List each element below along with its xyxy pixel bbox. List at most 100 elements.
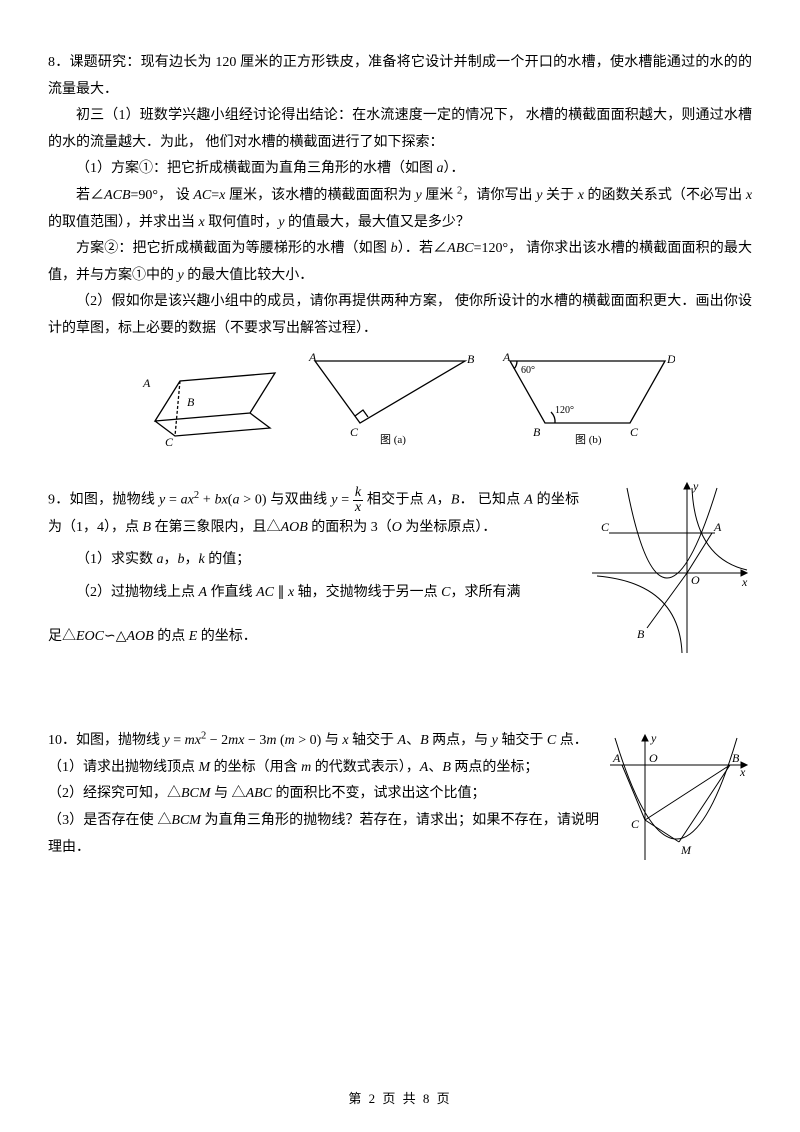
p9q1b: 的值； (205, 552, 251, 567)
p8-l4b: =90°， 设 (131, 188, 194, 203)
eq1sup: 2 (194, 490, 199, 501)
cap-b: 图 (b) (575, 433, 602, 446)
e10s: 2 (201, 730, 206, 741)
p10-figure: A O B C M x y (607, 730, 752, 876)
v10A: A (398, 733, 407, 748)
eq2l: y (331, 492, 337, 507)
eq1d: bx (215, 492, 228, 507)
e10b: = (173, 733, 181, 748)
e10m1: − 2 (210, 733, 228, 748)
e10a: y (164, 733, 170, 748)
lbl-A3: A (502, 351, 511, 364)
lbl-C3: C (630, 425, 639, 439)
fig-trapezoid-b: A D B C 60° 120° 图 (b) (495, 351, 675, 446)
aob: AOB (281, 520, 308, 535)
figC: C (601, 520, 610, 534)
lbl-B: B (187, 395, 195, 409)
eq: = (211, 188, 219, 203)
fn: k (353, 486, 363, 501)
eq1f: a (232, 492, 239, 507)
frac: kx (353, 486, 363, 515)
p9q3a: 足△ (48, 629, 76, 644)
p8-l5b: ）．若∠ (398, 241, 448, 256)
p8-line4: 若∠ACB=90°， 设 AC=x 厘米，该水槽的横截面面积为 y 厘米 2，请… (48, 183, 752, 236)
page-footer: 第 2 页 共 8 页 (0, 1087, 800, 1112)
f10B: B (732, 751, 740, 765)
p8-line2: 初三（1）班数学兴趣小组经讨论得出结论：在水流速度一定的情况下， 水槽的横截面面… (48, 103, 752, 156)
p9q2d: ，求所有满 (451, 585, 521, 600)
p9l1b: 与双曲线 (267, 492, 332, 507)
p8-l5a: 方案②：把它折成横截面为等腰梯形的水槽（如图 (76, 241, 391, 256)
var-x3: x (746, 188, 752, 203)
p8-line6: （2）假如你是该兴趣小组中的成员，请你再提供两种方案， 使你所设计的水槽的横截面… (48, 289, 752, 342)
p8-l4f: 关于 (542, 188, 577, 203)
vO: O (392, 520, 402, 535)
fig-prism: A B C (125, 351, 285, 446)
eoc: EOC (76, 629, 104, 644)
lbl-C: C (165, 435, 174, 446)
figx: x (741, 575, 748, 589)
p8-line5: 方案②：把它折成横截面为等腰梯形的水槽（如图 b）．若∠ABC=120°， 请你… (48, 236, 752, 289)
problem-8: 8．课题研究：现有边长为 120 厘米的正方形铁皮，准备将它设计并制成一个开口的… (48, 50, 752, 446)
p10q2c: 的面积比不变，试求出这个比值； (272, 786, 486, 801)
problem-10: A O B C M x y 10．如图，抛物线 y = mx2 − 2mx − … (48, 728, 752, 876)
p10q2a: （2）经探究可知，△ (48, 786, 181, 801)
p10l1c: 轴交于 (349, 733, 398, 748)
eq1b: = (169, 492, 177, 507)
v10C: C (547, 733, 556, 748)
ang60: 60° (521, 365, 535, 376)
fig-triangle-a: A B C 图 (a) (305, 351, 475, 446)
p9l1a: 如图，抛物线 (70, 492, 159, 507)
eq1p: + (203, 492, 211, 507)
p9q3b: ∽△ (104, 629, 127, 644)
v10B2: B (442, 760, 451, 775)
f10O: O (649, 751, 658, 765)
e10f: m (285, 733, 295, 748)
f10x: x (739, 765, 746, 779)
p10q1b: 的坐标（用含 (210, 760, 301, 775)
abc10: ABC (246, 786, 272, 801)
pb: b (178, 552, 185, 567)
p8-l4g: 的函数关系式（不必写出 (584, 188, 746, 203)
p8-l4j: 的值最大，最大值又是多少？ (284, 215, 470, 230)
p9l1c: 相交于点 (363, 492, 428, 507)
figO: O (691, 573, 700, 587)
v10m: m (301, 760, 311, 775)
cap-a: 图 (a) (380, 433, 406, 446)
ang120: 120° (555, 405, 574, 416)
v10M: M (199, 760, 211, 775)
e10m2: − 3 (248, 733, 266, 748)
pa: a (157, 552, 164, 567)
var-b: b (391, 241, 398, 256)
f10C: C (631, 817, 640, 831)
aob2: AOB (127, 629, 154, 644)
p10l1d: 两点，与 (429, 733, 492, 748)
p10q2b: 与 △ (211, 786, 246, 801)
p8-line3: （1）方案①：把它折成横截面为直角三角形的水槽（如图 a）． (48, 156, 752, 183)
p8-figures: A B C A B C 图 (a) A D B C 60° (48, 351, 752, 446)
p9q2a: （2）过抛物线上点 (76, 585, 199, 600)
vB2: B (143, 520, 152, 535)
p9l1g: 的面积为 3（ (308, 520, 392, 535)
problem-9: A B C O x y 9．如图，抛物线 y = ax2 + bx(a > 0)… (48, 486, 752, 669)
p9q3c: 的点 (154, 629, 189, 644)
e10g: > 0) (298, 733, 321, 748)
f10M: M (680, 843, 692, 857)
p10-number: 10． (48, 733, 76, 748)
p10q3a: （3）是否存在使 △ (48, 813, 171, 828)
ac: AC (193, 188, 211, 203)
figy: y (692, 479, 699, 493)
p8-l4e: ，请你写出 (462, 188, 536, 203)
p9-figure: A B C O x y (587, 478, 752, 669)
lbl-B2: B (467, 352, 475, 366)
eq1c: ax (181, 492, 194, 507)
p8-l4c: 厘米，该水槽的横截面面积为 (225, 188, 415, 203)
eq1: y (159, 492, 165, 507)
p9q2c: 轴，交抛物线于另一点 (294, 585, 441, 600)
p8-l4a: 若∠ (76, 188, 104, 203)
p8-number: 8． (48, 55, 69, 70)
v10B: B (420, 733, 429, 748)
e10e: m (266, 733, 276, 748)
lbl-C2: C (350, 425, 359, 439)
p9-number: 9． (48, 492, 70, 507)
